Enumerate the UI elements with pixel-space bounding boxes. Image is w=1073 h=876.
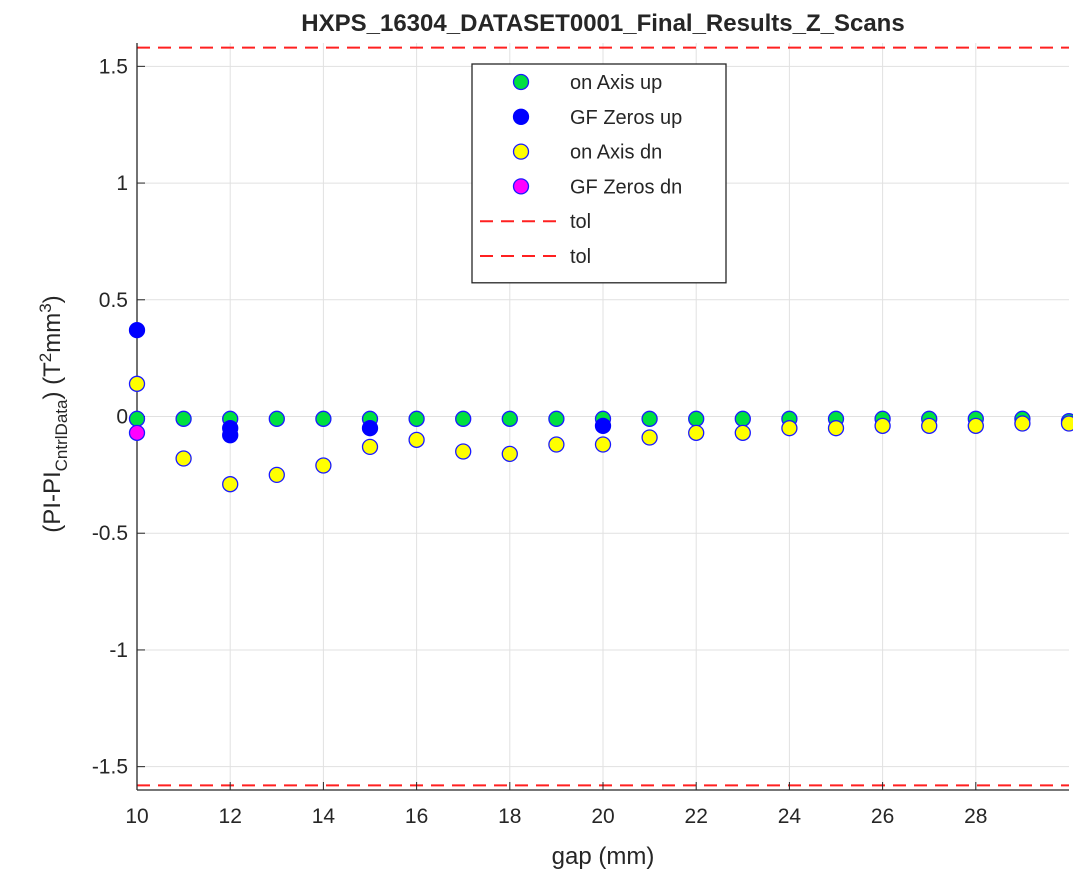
series-2-point-0 (128, 375, 146, 392)
x-tick-label-2: 14 (312, 805, 336, 828)
legend-marker-3 (512, 178, 530, 195)
series-2-point-7 (455, 443, 472, 460)
series-2-point-9 (548, 436, 565, 453)
chart-title: HXPS_16304_DATASET0001_Final_Results_Z_S… (301, 10, 904, 37)
y-tick-label-5: 1 (116, 172, 128, 195)
series-1-point-4 (594, 417, 612, 434)
y-axis-label-superscript-1: 2 (36, 353, 55, 362)
series-1-point-2 (222, 427, 239, 444)
series-3-point-0 (128, 424, 146, 441)
legend-marker-1 (512, 108, 530, 125)
y-axis-label-close: ) (39, 295, 66, 303)
x-tick-label-8: 26 (871, 805, 894, 828)
series-0-point-12 (688, 410, 705, 427)
series-2-point-20 (1060, 415, 1073, 432)
x-tick-label-3: 16 (405, 805, 428, 828)
series-2-point-8 (501, 445, 518, 463)
legend-label-5: tol (570, 246, 591, 268)
series-1-point-0 (128, 321, 146, 339)
series-2-point-12 (688, 424, 705, 441)
series-0-point-0 (128, 410, 146, 427)
legend-label-1: GF Zeros up (570, 107, 682, 129)
series-3-points (128, 424, 146, 441)
y-axis-label-mid: ) (T (39, 362, 66, 400)
x-tick-label-6: 22 (685, 805, 708, 828)
series-2-point-15 (827, 420, 845, 437)
y-tick-label-4: 0.5 (99, 289, 128, 312)
y-axis-label-unit: mm (39, 313, 66, 353)
y-tick-label-3: 0 (116, 406, 128, 429)
series-0-point-11 (641, 410, 658, 427)
x-tick-label-1: 12 (219, 805, 242, 828)
series-2-point-1 (175, 450, 192, 467)
x-tick-labels: 10 12 14 16 18 20 22 24 26 28 (125, 805, 987, 828)
series-2-point-3 (268, 466, 285, 484)
x-tick-label-5: 20 (591, 805, 614, 828)
y-tick-labels: -1.5 -1 -0.5 0 0.5 1 1.5 (92, 55, 128, 778)
legend-label-0: on Axis up (570, 72, 662, 94)
legend-label-4: tol (570, 211, 591, 233)
series-0-point-3 (268, 410, 285, 427)
series-0-point-7 (455, 410, 472, 427)
series-1-point-3 (361, 420, 379, 437)
series-0-point-6 (408, 410, 425, 427)
x-axis-label: gap (mm) (552, 843, 655, 870)
legend-box (471, 63, 727, 284)
x-tick-label-7: 24 (778, 805, 802, 828)
series-2-point-2 (222, 476, 239, 493)
series-1-points (128, 321, 612, 444)
series-2-point-10 (594, 436, 612, 453)
series-2-points (128, 375, 1073, 493)
series-2-point-11 (641, 429, 658, 446)
legend-label-2: on Axis dn (570, 142, 662, 164)
series-0-point-13 (734, 410, 751, 427)
series-2-point-6 (408, 431, 425, 448)
y-axis-label-superscript-2: 3 (36, 303, 55, 312)
x-tick-label-0: 10 (125, 805, 148, 828)
series-2-point-17 (921, 417, 938, 434)
legend-label-3: GF Zeros dn (570, 176, 682, 198)
series-2-point-14 (781, 420, 798, 437)
data-points (128, 321, 1073, 493)
y-axis-label-open: (PI-PI (39, 471, 66, 532)
series-2-point-19 (1014, 415, 1031, 432)
series-2-point-13 (734, 424, 751, 441)
x-tick-label-4: 18 (498, 805, 521, 828)
series-2-point-4 (315, 457, 332, 474)
y-tick-label-6: 1.5 (99, 55, 128, 78)
legend-marker-0 (512, 73, 530, 91)
series-0-point-1 (175, 410, 192, 427)
y-tick-label-2: -0.5 (92, 522, 128, 545)
series-0-point-8 (501, 410, 518, 427)
y-tick-label-0: -1.5 (92, 756, 128, 779)
y-tick-label-1: -1 (109, 639, 128, 662)
series-2-point-5 (361, 438, 379, 455)
y-axis-label-subscript: CntrlData (52, 399, 71, 471)
y-axis-label: (PI-PICntrlData) (T2mm3) (36, 295, 71, 532)
series-0-point-9 (548, 410, 565, 427)
legend-marker-2 (512, 143, 530, 160)
series-2-point-18 (967, 417, 984, 434)
series-2-point-16 (874, 417, 891, 434)
x-tick-label-9: 28 (964, 805, 987, 828)
series-0-point-4 (315, 410, 332, 427)
legend: on Axis up GF Zeros up on Axis dn GF Zeros … (471, 63, 727, 284)
